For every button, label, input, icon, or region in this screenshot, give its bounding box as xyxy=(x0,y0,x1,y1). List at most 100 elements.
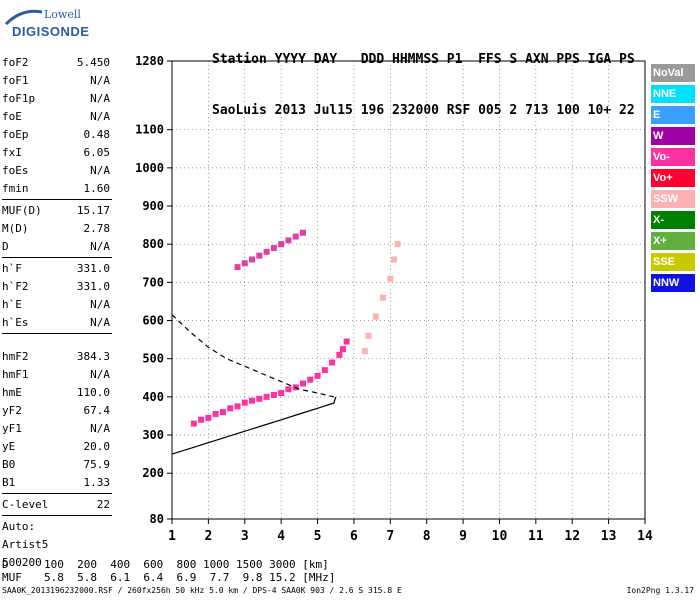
param-row: fmin 1.60 xyxy=(2,180,110,198)
muf-row: MUF 5.8 5.8 6.1 6.4 6.9 7.7 9.8 15.2 [MHz… xyxy=(2,571,335,584)
param-value: N/A xyxy=(90,240,110,253)
auto-scaling-line: Auto: xyxy=(2,520,36,533)
param-value: 110.0 xyxy=(76,386,110,399)
x-tick-label: 5 xyxy=(314,529,322,544)
param-label: foE xyxy=(2,110,22,123)
param-row: h`F2 331.0 xyxy=(2,278,110,296)
echo-point xyxy=(205,414,212,421)
legend-item: SSW xyxy=(651,190,695,208)
echo-point xyxy=(190,420,197,427)
param-row: C-level 22 xyxy=(2,496,110,514)
y-tick-label: 300 xyxy=(142,428,164,442)
echo-point xyxy=(227,405,234,412)
param-label: foEs xyxy=(2,164,29,177)
param-value: 0.48 xyxy=(83,128,111,141)
x-tick-label: 6 xyxy=(350,529,358,544)
auto-scaling-line: 500200 xyxy=(2,556,42,569)
param-label: h`F xyxy=(2,262,22,275)
param-label: yE xyxy=(2,440,16,453)
legend-item: SSE xyxy=(651,253,695,271)
x-tick-label: 8 xyxy=(423,529,431,544)
x-tick-label: 12 xyxy=(564,529,580,544)
param-row: yF1 N/A xyxy=(2,420,110,438)
param-label: B0 xyxy=(2,458,16,471)
param-label: foF1p xyxy=(2,92,36,105)
param-row: M(D) 2.78 xyxy=(2,220,110,238)
param-row: foEs N/A xyxy=(2,162,110,180)
param-value: N/A xyxy=(90,368,110,381)
echo-point xyxy=(343,338,350,345)
echo-point xyxy=(263,393,270,400)
param-separator xyxy=(2,333,112,334)
echo-point xyxy=(198,416,205,423)
param-label: foF2 xyxy=(2,56,29,69)
param-row: h`Es N/A xyxy=(2,314,110,332)
param-row: foE N/A xyxy=(2,108,110,126)
param-row: foF2 5.450 xyxy=(2,54,110,72)
distance-row: D 100 200 400 600 800 1000 1500 3000 [km] xyxy=(2,558,329,571)
y-tick-label: 400 xyxy=(142,390,164,404)
y-tick-label: 200 xyxy=(142,466,164,480)
legend-item: Vo- xyxy=(651,148,695,166)
echo-point xyxy=(394,241,401,248)
x-tick-label: 11 xyxy=(528,529,544,544)
param-row: foF1p N/A xyxy=(2,90,110,108)
echo-point xyxy=(241,260,248,267)
auto-scaling-line: Artist5 xyxy=(2,538,49,551)
param-value: 67.4 xyxy=(83,404,111,417)
param-label: MUF(D) xyxy=(2,204,42,217)
echo-point xyxy=(314,372,321,379)
param-value: 1.60 xyxy=(83,182,111,195)
param-row: D N/A xyxy=(2,238,110,256)
param-label: M(D) xyxy=(2,222,29,235)
param-value: N/A xyxy=(90,74,110,87)
y-tick-label: 600 xyxy=(142,314,164,328)
header-labels: Station YYYY DAY DDD HHMMSS P1 FFS S AXN… xyxy=(212,52,635,67)
param-value: 75.9 xyxy=(83,458,111,471)
profile-curve-solid xyxy=(171,396,337,455)
echo-point xyxy=(372,313,379,320)
station-header: Station YYYY DAY DDD HHMMSS P1 FFS S AXN… xyxy=(212,17,635,136)
echo-point xyxy=(329,359,336,366)
echo-point xyxy=(278,241,285,248)
echo-point xyxy=(336,351,343,358)
param-row: B0 75.9 xyxy=(2,456,110,474)
echo-point xyxy=(256,395,263,402)
echo-point xyxy=(299,380,306,387)
param-separator xyxy=(2,493,112,494)
echo-point xyxy=(361,348,368,355)
param-value: N/A xyxy=(90,110,110,123)
echo-point xyxy=(234,403,241,410)
y-tick-label: 1280 xyxy=(135,54,164,68)
muf-values: 5.8 5.8 6.1 6.4 6.9 7.7 9.8 15.2 [MHz] xyxy=(44,571,336,584)
logo-swoosh-icon xyxy=(4,9,43,26)
echo-point xyxy=(270,245,277,252)
param-value: 6.05 xyxy=(83,146,111,159)
echo-point xyxy=(307,376,314,383)
param-label: yF1 xyxy=(2,422,22,435)
x-tick-label: 2 xyxy=(204,529,212,544)
param-value: N/A xyxy=(90,422,110,435)
param-row: h`F 331.0 xyxy=(2,260,110,278)
echo-point xyxy=(241,399,248,406)
param-row: MUF(D) 15.17 xyxy=(2,202,110,220)
param-value: 2.78 xyxy=(83,222,111,235)
echo-point xyxy=(249,256,256,263)
param-label: h`E xyxy=(2,298,22,311)
param-value: 384.3 xyxy=(76,350,110,363)
param-value: N/A xyxy=(90,316,110,329)
param-row: yE 20.0 xyxy=(2,438,110,456)
lowell-digisonde-logo: Lowell DIGISONDE xyxy=(4,6,89,46)
legend-item: Vo+ xyxy=(651,169,695,187)
param-label: hmE xyxy=(2,386,22,399)
param-label: C-level xyxy=(2,498,49,511)
muf-label: MUF xyxy=(2,571,22,584)
param-value: 1.33 xyxy=(83,476,111,489)
x-tick-label: 13 xyxy=(601,529,617,544)
param-label: D xyxy=(2,240,9,253)
x-tick-label: 3 xyxy=(241,529,249,544)
y-tick-label: 500 xyxy=(142,352,164,366)
param-label: fxI xyxy=(2,146,22,159)
x-tick-label: 10 xyxy=(492,529,508,544)
param-value: 331.0 xyxy=(76,262,110,275)
